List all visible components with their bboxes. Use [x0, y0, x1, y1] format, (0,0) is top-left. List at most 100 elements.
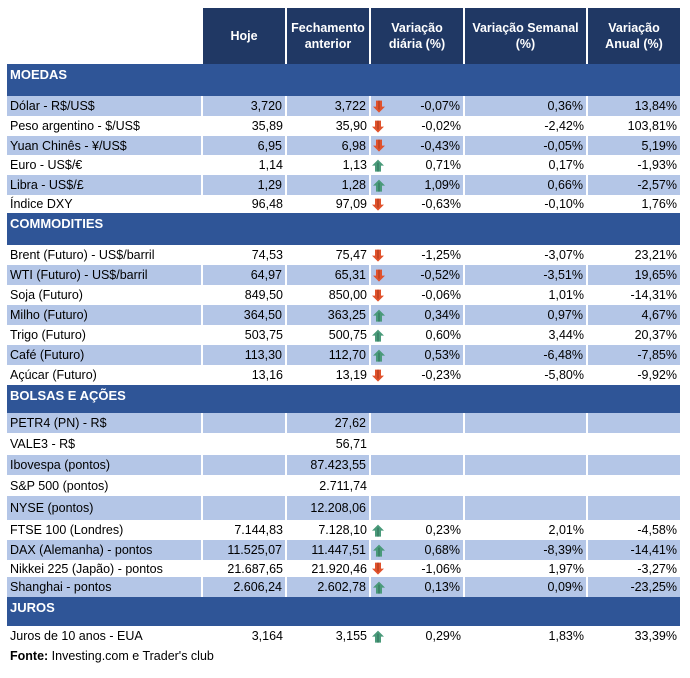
- var-diaria-value: -0,02%: [421, 119, 461, 133]
- section-header: BOLSAS E AÇÕES: [7, 385, 680, 413]
- table-row: Brent (Futuro) - US$/barril 74,53 75,47 -1,…: [7, 245, 680, 265]
- var-anual-value: -23,25%: [586, 577, 680, 597]
- section-title: COMMODITIES: [7, 213, 680, 245]
- table-row: Shanghai - pontos 2.606,24 2.602,78 0,13% 0,…: [7, 577, 680, 597]
- hoje-value: 3,164: [251, 629, 283, 643]
- fechamento-value: 6,98: [285, 136, 370, 155]
- var-semanal-value: 0,97%: [463, 305, 587, 325]
- row-label: Índice DXY: [10, 197, 73, 211]
- hoje-value: 2.606,24: [201, 577, 286, 597]
- var-semanal-value: [463, 496, 587, 520]
- section-header: JUROS: [7, 597, 680, 626]
- table-row: DAX (Alemanha) - pontos 11.525,07 11.447,5…: [7, 540, 680, 560]
- var-diaria-cell: [369, 413, 464, 433]
- fechamento-value: 1,13: [342, 158, 367, 172]
- var-anual-value: 1,76%: [641, 197, 677, 211]
- arrow-down-icon: [370, 561, 385, 575]
- table-row: WTI (Futuro) - US$/barril 64,97 65,31 -0,52…: [7, 265, 680, 285]
- table-row: Euro - US$/€ 1,14 1,13 0,71% 0,17% -1,93%: [7, 155, 680, 175]
- arrow-up-icon: [372, 348, 386, 362]
- hoje-value: [201, 496, 286, 520]
- var-semanal-value: -0,10%: [544, 197, 584, 211]
- arrow-up-icon: [372, 308, 386, 322]
- var-semanal-value: 1,97%: [548, 561, 584, 576]
- var-anual-value: -7,85%: [586, 345, 680, 365]
- hoje-value: 35,89: [251, 119, 283, 133]
- section-title: MOEDAS: [7, 64, 680, 96]
- row-label: WTI (Futuro) - US$/barril: [7, 265, 202, 285]
- var-diaria-cell: -0,23%: [370, 365, 464, 385]
- arrow-down-icon: [372, 268, 386, 282]
- fechamento-value: 65,31: [285, 265, 370, 285]
- var-diaria-cell: [369, 496, 464, 520]
- var-semanal-value: 0,09%: [463, 577, 587, 597]
- var-semanal-value: -3,51%: [463, 265, 587, 285]
- fechamento-value: 27,62: [285, 413, 370, 433]
- var-semanal-value: -2,42%: [544, 119, 584, 133]
- section-header: COMMODITIES: [7, 213, 680, 245]
- var-semanal-value: 1,83%: [548, 629, 584, 643]
- var-anual-value: 4,67%: [586, 305, 680, 325]
- table-row: S&P 500 (pontos) 2.711,74: [7, 475, 680, 496]
- var-diaria-value: 0,34%: [424, 308, 460, 322]
- row-label: Brent (Futuro) - US$/barril: [10, 248, 155, 262]
- table-row: Peso argentino - $/US$ 35,89 35,90 -0,02% -2…: [7, 116, 680, 136]
- var-diaria-cell: 0,34%: [369, 305, 464, 325]
- var-diaria-cell: [369, 455, 464, 475]
- var-anual-value: 19,65%: [586, 265, 680, 285]
- market-table: Hoje Fechamento anterior Variação diária…: [7, 8, 680, 666]
- hoje-value: 96,48: [251, 197, 283, 211]
- var-semanal-value: 0,66%: [463, 175, 587, 195]
- source-label: Fonte:: [10, 649, 49, 663]
- row-label: Nikkei 225 (Japão) - pontos: [10, 561, 163, 576]
- var-diaria-cell: -0,06%: [370, 285, 464, 305]
- fechamento-value: 97,09: [335, 197, 367, 211]
- var-semanal-value: [463, 413, 587, 433]
- hoje-value: [202, 433, 286, 455]
- table-row: NYSE (pontos) 12.208,06: [7, 496, 680, 520]
- var-diaria-cell: [370, 433, 464, 455]
- table-row: Milho (Futuro) 364,50 363,25 0,34% 0,97% 4,67…: [7, 305, 680, 325]
- hoje-value: 849,50: [244, 288, 283, 302]
- hoje-value: 113,30: [201, 345, 286, 365]
- row-label: Libra - US$/£: [7, 175, 202, 195]
- var-anual-value: -3,27%: [637, 561, 677, 576]
- section-title: JUROS: [7, 597, 680, 626]
- fechamento-value: 2.711,74: [319, 478, 367, 493]
- row-label: Ibovespa (pontos): [7, 455, 202, 475]
- var-diaria-cell: 0,13%: [369, 577, 464, 597]
- var-semanal-value: 2,01%: [548, 523, 584, 537]
- row-label: DAX (Alemanha) - pontos: [7, 540, 202, 560]
- table-row: PETR4 (PN) - R$ 27,62: [7, 413, 680, 433]
- var-diaria-cell: 0,71%: [370, 155, 464, 175]
- fechamento-value: 2.602,78: [285, 577, 370, 597]
- var-diaria-cell: -0,02%: [370, 116, 464, 136]
- var-anual-value: 5,19%: [586, 136, 680, 155]
- var-anual-value: [587, 475, 680, 496]
- var-diaria-cell: 0,53%: [369, 345, 464, 365]
- table-row: Índice DXY 96,48 97,09 -0,63% -0,10% 1,76%: [7, 195, 680, 213]
- section-header: MOEDAS: [7, 64, 680, 96]
- fechamento-value: 11.447,51: [285, 540, 370, 560]
- hoje-value: [201, 455, 286, 475]
- hoje-value: 13,16: [251, 368, 283, 382]
- var-diaria-value: 1,09%: [424, 178, 460, 192]
- row-label: PETR4 (PN) - R$: [7, 413, 202, 433]
- source-row: Fonte: Investing.com e Trader's club: [7, 646, 680, 666]
- var-diaria-cell: -1,25%: [370, 245, 464, 265]
- hoje-value: 3,720: [201, 96, 286, 116]
- fechamento-value: 1,28: [285, 175, 370, 195]
- header-var-semanal: Variação Semanal (%): [463, 8, 587, 64]
- var-diaria-cell: 0,60%: [370, 325, 464, 345]
- var-diaria-value: 0,60%: [425, 328, 461, 342]
- var-semanal-value: [464, 475, 587, 496]
- row-label: Dólar - R$/US$: [7, 96, 202, 116]
- fechamento-value: 35,90: [335, 119, 367, 133]
- hoje-value: 6,95: [201, 136, 286, 155]
- var-semanal-value: 0,17%: [548, 158, 584, 172]
- var-semanal-value: 0,36%: [463, 96, 587, 116]
- var-diaria-value: 0,53%: [424, 348, 460, 362]
- var-semanal-value: 3,44%: [548, 328, 584, 342]
- arrow-up-icon: [372, 543, 386, 557]
